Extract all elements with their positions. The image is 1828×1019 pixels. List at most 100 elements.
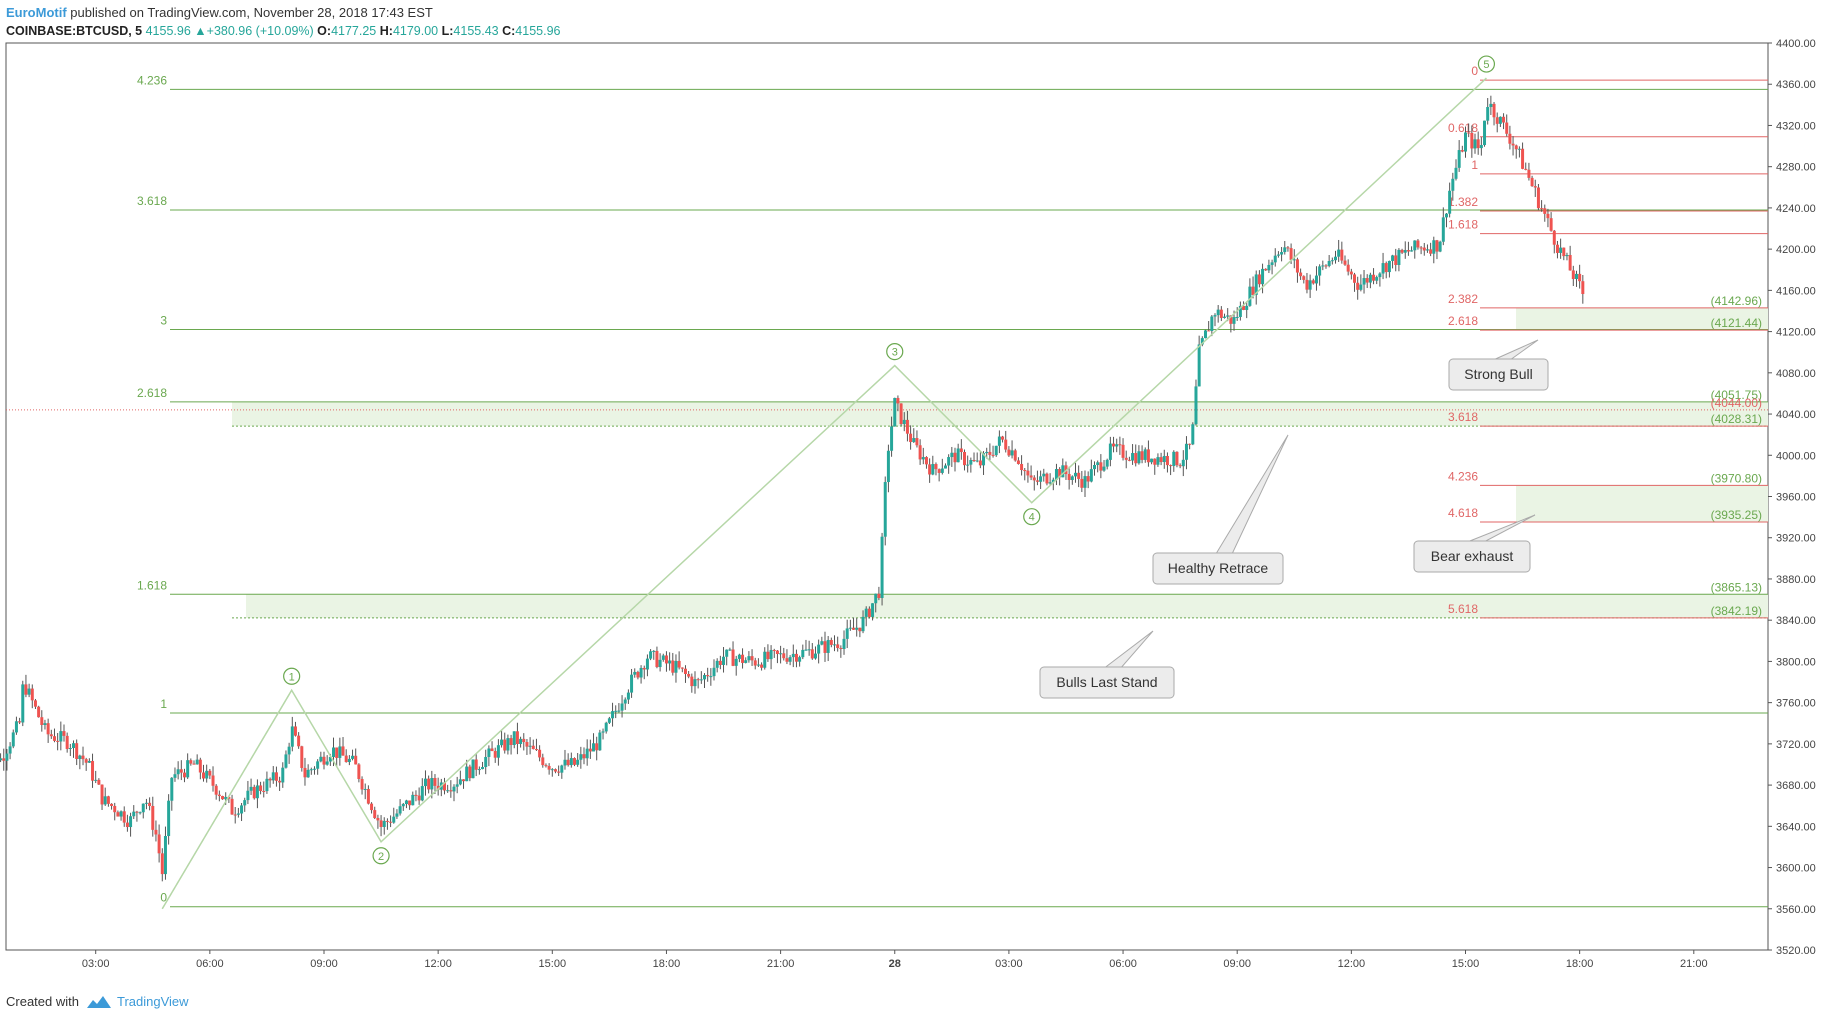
candle-body — [1175, 451, 1179, 466]
candle — [544, 763, 548, 768]
candle — [52, 728, 56, 743]
candle-body — [122, 811, 126, 823]
candle-body — [186, 760, 190, 778]
candle-body — [59, 731, 63, 742]
candle — [1425, 244, 1429, 253]
tradingview-link[interactable]: TradingView — [86, 994, 189, 1009]
y-tick-label: 4280.00 — [1776, 162, 1816, 174]
candle — [512, 731, 516, 749]
candle-body — [43, 723, 47, 725]
candle-body — [1165, 455, 1169, 466]
candle — [1280, 246, 1284, 262]
candle-body — [750, 656, 754, 661]
candle — [1223, 313, 1227, 319]
candle-body — [493, 751, 497, 758]
y-tick-label: 4040.00 — [1776, 409, 1816, 421]
candle-body — [100, 784, 104, 805]
candle-body — [1403, 250, 1407, 253]
candle-body — [953, 452, 957, 463]
candle — [528, 737, 532, 755]
candle-body — [189, 760, 193, 764]
candle-body — [351, 755, 355, 759]
candle — [1372, 268, 1376, 285]
candle — [636, 670, 640, 680]
candle-body — [775, 650, 779, 655]
candle — [14, 716, 18, 735]
candle — [1257, 270, 1261, 288]
candle-body — [430, 778, 434, 790]
candle-body — [534, 749, 538, 751]
candle — [1470, 125, 1474, 158]
y-tick-label: 4320.00 — [1776, 120, 1816, 132]
candle-body — [182, 772, 186, 778]
candle-body — [1489, 103, 1493, 108]
candle — [1124, 450, 1128, 469]
candle — [801, 644, 805, 660]
candle — [1210, 314, 1214, 337]
candle — [934, 462, 938, 476]
candle — [668, 652, 672, 671]
zone-strong-bull — [1516, 307, 1768, 331]
fib-extension-label: 0 — [160, 891, 167, 905]
candle — [490, 741, 494, 752]
candle-body — [1305, 279, 1309, 290]
candle — [661, 653, 665, 662]
candle-body — [1441, 217, 1445, 242]
candle — [1495, 112, 1499, 133]
candle — [1083, 470, 1087, 497]
candle-body — [1150, 458, 1154, 463]
candle-body — [1327, 260, 1331, 266]
candle — [553, 768, 557, 774]
candle — [462, 779, 466, 789]
candle — [116, 810, 120, 817]
candle — [1460, 145, 1464, 153]
y-tick-label: 4240.00 — [1776, 203, 1816, 215]
candle — [728, 647, 732, 651]
symbol-label[interactable]: COINBASE:BTCUSD, 5 — [6, 24, 143, 38]
candle-body — [1571, 270, 1575, 280]
candle-body — [1086, 476, 1090, 482]
candle-body — [1422, 247, 1426, 251]
candle — [699, 671, 703, 684]
candle-body — [1127, 459, 1131, 461]
candle — [376, 814, 380, 829]
candle — [813, 646, 817, 660]
candle-body — [119, 811, 123, 817]
candle-body — [1448, 190, 1452, 214]
annotation-callout[interactable]: Bear exhaust — [1413, 514, 1536, 573]
candle-body — [1216, 309, 1220, 316]
candle-body — [512, 731, 516, 745]
candle-body — [1273, 255, 1277, 263]
candle-body — [1267, 264, 1271, 271]
candle — [246, 780, 250, 805]
candle-body — [1549, 218, 1553, 231]
candle-body — [110, 803, 114, 806]
candle — [725, 649, 729, 666]
author-link[interactable]: EuroMotif — [6, 5, 67, 20]
annotation-callout[interactable]: Bulls Last Stand — [1039, 630, 1175, 699]
candle-body — [72, 743, 76, 749]
candle — [1302, 275, 1306, 284]
candle — [1004, 430, 1008, 453]
candle-body — [763, 651, 767, 668]
candle-body — [433, 778, 437, 786]
candle — [855, 618, 859, 637]
candle — [550, 768, 554, 777]
candle — [0, 753, 3, 763]
candle-body — [243, 800, 247, 806]
candle-body — [1517, 148, 1521, 150]
candle — [160, 848, 164, 882]
candle-body — [40, 717, 44, 725]
candle-body — [1073, 472, 1077, 477]
candle — [21, 680, 25, 727]
candle-body — [154, 829, 158, 835]
candle-body — [503, 739, 507, 751]
annotation-callout[interactable]: Healthy Retrace — [1152, 434, 1289, 585]
candle — [1517, 146, 1521, 158]
candle-body — [611, 711, 615, 719]
candle-body — [300, 746, 304, 768]
zone-bulls-last-stand — [246, 594, 1768, 618]
annotation-callout[interactable]: Strong Bull — [1448, 339, 1549, 391]
y-tick-label: 3600.00 — [1776, 863, 1816, 875]
